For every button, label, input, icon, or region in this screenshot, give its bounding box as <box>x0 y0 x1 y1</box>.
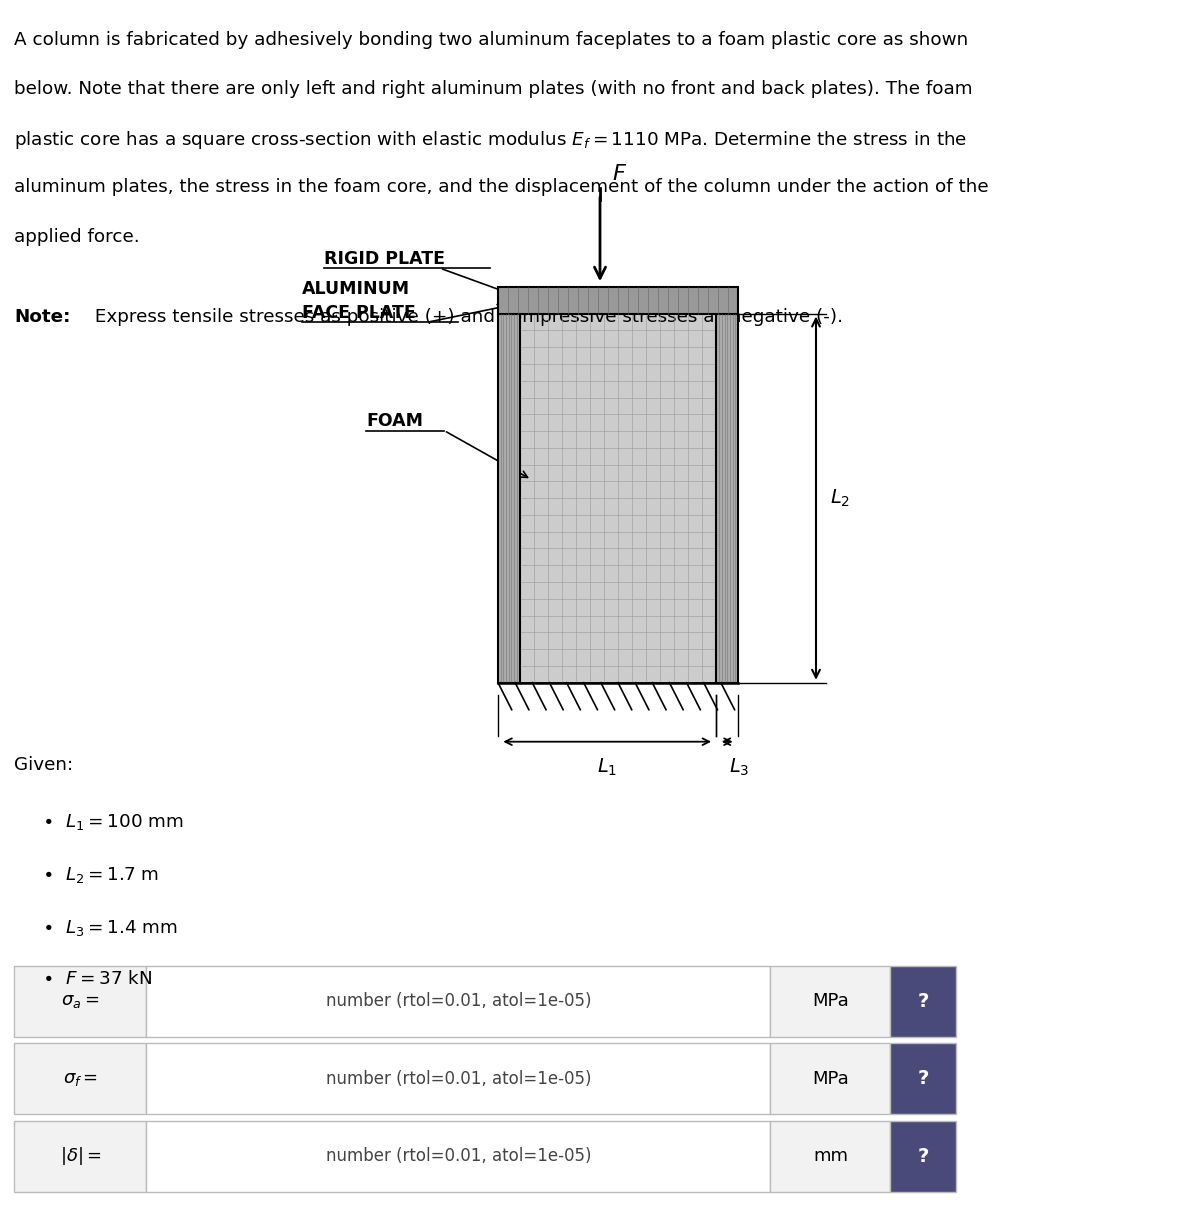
Text: FACE PLATE: FACE PLATE <box>302 304 416 322</box>
Text: ?: ? <box>918 991 929 1011</box>
Text: $|\delta| =$: $|\delta| =$ <box>60 1145 101 1167</box>
Text: ?: ? <box>918 1069 929 1089</box>
Text: applied force.: applied force. <box>14 228 140 246</box>
Text: $\sigma_f =$: $\sigma_f =$ <box>62 1070 98 1087</box>
Text: FOAM: FOAM <box>366 412 424 430</box>
Bar <box>146 966 770 1037</box>
Bar <box>770 1043 890 1114</box>
Text: ?: ? <box>918 1146 929 1166</box>
Text: $\bullet\ \ $$L_2 = 1.7$ m: $\bullet\ \ $$L_2 = 1.7$ m <box>42 865 158 884</box>
Text: RIGID PLATE: RIGID PLATE <box>324 250 445 268</box>
Text: $\bullet\ \ $$L_3 = 1.4$ mm: $\bullet\ \ $$L_3 = 1.4$ mm <box>42 918 178 937</box>
Bar <box>14 1043 146 1114</box>
Text: number (rtol=0.01, atol=1e-05): number (rtol=0.01, atol=1e-05) <box>325 1070 592 1087</box>
Text: ALUMINUM: ALUMINUM <box>302 279 410 298</box>
Bar <box>520 314 716 683</box>
Bar <box>770 1121 890 1192</box>
Text: $L_3$: $L_3$ <box>728 756 750 777</box>
Text: A column is fabricated by adhesively bonding two aluminum faceplates to a foam p: A column is fabricated by adhesively bon… <box>14 31 968 49</box>
Text: MPa: MPa <box>812 993 848 1010</box>
Bar <box>890 1121 956 1192</box>
Bar <box>890 966 956 1037</box>
Text: number (rtol=0.01, atol=1e-05): number (rtol=0.01, atol=1e-05) <box>325 993 592 1010</box>
Bar <box>770 966 890 1037</box>
Bar <box>498 287 738 314</box>
Text: aluminum plates, the stress in the foam core, and the displacement of the column: aluminum plates, the stress in the foam … <box>14 178 989 197</box>
Bar <box>14 966 146 1037</box>
Bar <box>146 1121 770 1192</box>
Text: $L_1$: $L_1$ <box>598 756 617 777</box>
Text: $\bullet\ \ $$F = 37$ kN: $\bullet\ \ $$F = 37$ kN <box>42 970 152 989</box>
Bar <box>716 314 738 683</box>
Bar <box>890 1043 956 1114</box>
Text: $\bullet\ \ $$L_1 = 100$ mm: $\bullet\ \ $$L_1 = 100$ mm <box>42 812 184 831</box>
Text: $F$: $F$ <box>612 165 628 184</box>
Text: Given:: Given: <box>14 756 73 775</box>
Bar <box>14 1121 146 1192</box>
Text: plastic core has a square cross-section with elastic modulus $E_f = 1110$ MPa. D: plastic core has a square cross-section … <box>14 129 967 151</box>
Text: Note:: Note: <box>14 308 71 326</box>
Text: $L_2$: $L_2$ <box>830 487 851 509</box>
Text: number (rtol=0.01, atol=1e-05): number (rtol=0.01, atol=1e-05) <box>325 1148 592 1165</box>
Text: $\sigma_a =$: $\sigma_a =$ <box>61 993 100 1010</box>
Text: mm: mm <box>812 1148 848 1165</box>
Text: below. Note that there are only left and right aluminum plates (with no front an: below. Note that there are only left and… <box>14 80 973 98</box>
Text: MPa: MPa <box>812 1070 848 1087</box>
Text: Express tensile stresses as positive (+) and compressive stresses as negative (-: Express tensile stresses as positive (+)… <box>89 308 842 326</box>
Bar <box>498 314 520 683</box>
Bar <box>146 1043 770 1114</box>
